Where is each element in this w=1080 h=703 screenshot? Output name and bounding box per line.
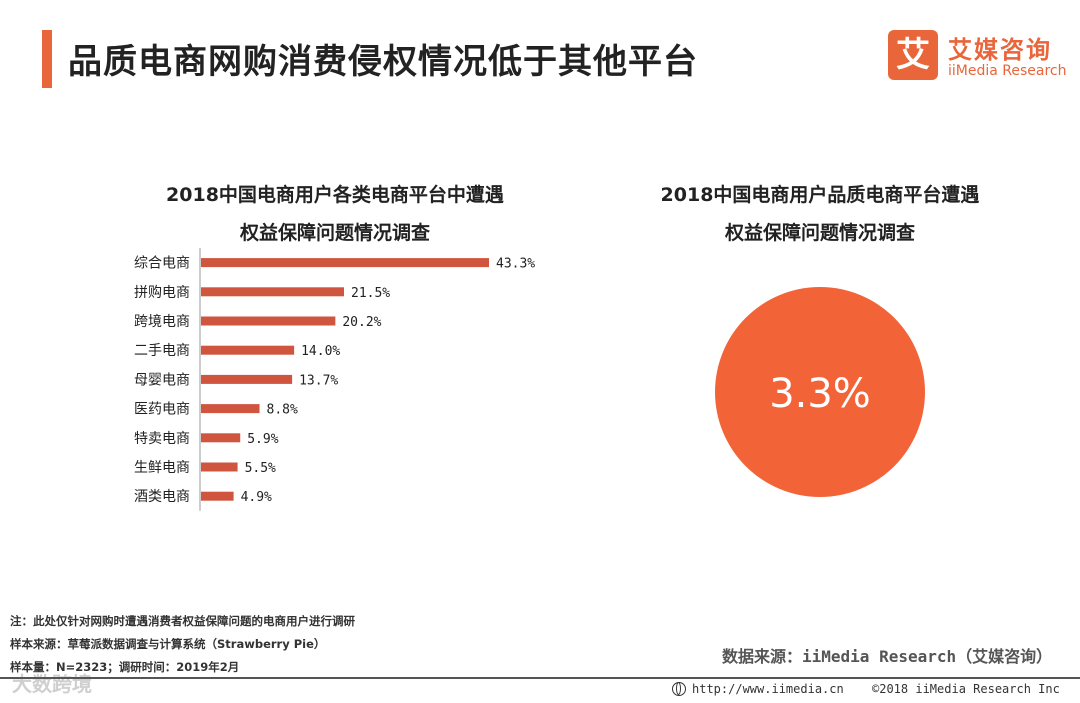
bar-value-label: 43.3% [496, 257, 535, 272]
logo-cn-text: 艾媒咨询 [948, 36, 1052, 64]
bar [201, 316, 336, 326]
bar-chart-title-line-2: 权益保障问题情况调查 [239, 222, 430, 244]
bar-category-label: 特卖电商 [134, 431, 190, 447]
bar-value-label: 8.8% [267, 403, 298, 418]
footer-divider [0, 677, 1080, 679]
bar-chart: 综合电商 43.3% 拼购电商 21.5% 跨境电商 20.2% 二手电商 14.0% 母婴电商… [134, 248, 535, 511]
page-title: 品质电商网购消费侵权情况低于其他平台 [68, 42, 698, 82]
pie-chart-title-line-1: 2018中国电商用户品质电商平台遭遇 [660, 184, 980, 206]
pie-chart-title: 2018中国电商用户品质电商平台遭遇 权益保障问题情况调查 [600, 176, 1040, 252]
bar [201, 491, 234, 501]
logo-mark: 艾 [888, 30, 938, 80]
pie-value-label: 3.3% [769, 371, 871, 417]
bar [201, 374, 293, 384]
bar-chart-title: 2018中国电商用户各类电商平台中遭遇 权益保障问题情况调查 [100, 176, 570, 252]
data-source: 数据来源：iiMedia Research（艾媒咨询） [722, 647, 1053, 666]
footnote-sample-source: 样本来源：草莓派数据调查与计算系统（Strawberry Pie） [10, 637, 326, 651]
footnote-sample-size: 样本量：N=2323；调研时间：2019年2月 [10, 660, 240, 674]
globe-icon [672, 682, 686, 696]
bar-category-label: 综合电商 [134, 256, 190, 272]
bar-value-label: 20.2% [342, 315, 381, 330]
pie-chart-title-line-2: 权益保障问题情况调查 [724, 222, 915, 244]
bar [201, 404, 260, 414]
bar [201, 462, 238, 472]
bar-category-label: 母婴电商 [134, 372, 190, 388]
bar-value-label: 5.5% [245, 461, 276, 476]
footer-copyright: ©2018 iiMedia Research Inc [872, 682, 1060, 696]
bar-value-label: 4.9% [241, 490, 272, 505]
bar [201, 433, 241, 443]
bar-category-label: 二手电商 [134, 343, 190, 359]
bar-category-label: 跨境电商 [134, 314, 190, 330]
title-accent-bar [42, 30, 52, 88]
bar-value-label: 13.7% [299, 373, 338, 388]
bar-value-label: 21.5% [351, 286, 390, 301]
bar-value-label: 5.9% [247, 432, 278, 447]
footer-url[interactable]: http://www.iimedia.cn [692, 682, 844, 696]
bar-category-label: 拼购电商 [134, 285, 190, 301]
bar [201, 345, 295, 355]
logo-en-text: iiMedia Research [948, 63, 1067, 79]
bar [201, 287, 345, 297]
bar-category-label: 生鲜电商 [134, 460, 190, 476]
pie-slice [715, 287, 925, 497]
bar-value-label: 14.0% [301, 344, 340, 359]
iimedia-logo: 艾 艾媒咨询 iiMedia Research [888, 30, 1068, 84]
bar [201, 258, 489, 268]
bar-category-label: 医药电商 [134, 402, 190, 418]
watermark-text: 大数跨境 [12, 672, 92, 696]
bar-chart-title-line-1: 2018中国电商用户各类电商平台中遭遇 [166, 184, 504, 206]
pie-chart: 3.3% [715, 287, 925, 497]
bar-category-label: 酒类电商 [134, 489, 190, 505]
footnote-note: 注：此处仅针对网购时遭遇消费者权益保障问题的电商用户进行调研 [10, 614, 355, 628]
